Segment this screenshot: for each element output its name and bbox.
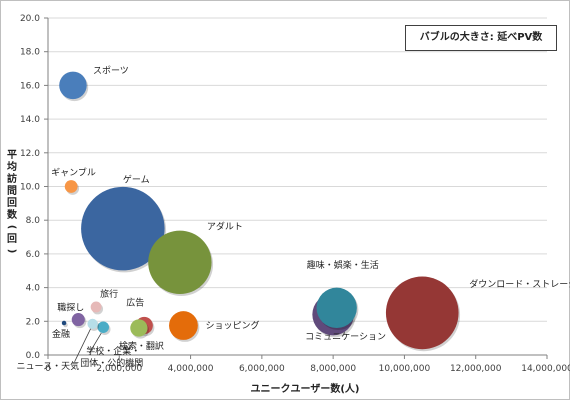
- bubbles: [59, 71, 461, 352]
- bubble: [64, 180, 80, 195]
- y-axis-title-char: 問: [7, 185, 17, 197]
- y-tick-label: 0.0: [26, 351, 41, 361]
- bubble-label: ゲーム: [123, 174, 150, 186]
- x-tick-label: 12,000,000: [450, 364, 502, 374]
- y-axis-title-char: 平: [7, 149, 17, 161]
- x-axis-title: ユニークユーザー数(人): [251, 382, 360, 395]
- bubble-circle: [59, 71, 87, 100]
- x-tick-label: 0: [45, 364, 51, 374]
- bubble: [87, 318, 100, 331]
- x-tick-label: 8,000,000: [310, 364, 356, 374]
- bubble-circle: [61, 320, 67, 326]
- y-tick-label: 6.0: [26, 250, 41, 260]
- y-axis-title-char: (: [6, 225, 17, 230]
- y-axis-title-char: 回: [7, 197, 17, 209]
- bubble: [59, 71, 89, 102]
- y-tick-label: 14.0: [20, 115, 40, 125]
- bubble-label: ショッピング: [205, 320, 259, 332]
- bubble-circle: [148, 230, 212, 295]
- bubble-circle: [316, 287, 357, 328]
- y-tick-label: 10.0: [20, 183, 40, 193]
- bubble-label: アダルト: [207, 220, 243, 232]
- bubble: [81, 186, 167, 273]
- axes: 0.0 2.0 4.0 6.0 8.0 10.0 12.0 14.0 16.0 18.0 20.0 0…: [20, 14, 570, 374]
- bubble-circle: [130, 319, 148, 337]
- bubble-circle: [87, 318, 98, 329]
- y-tick-label: 16.0: [20, 81, 40, 91]
- y-tick-label: 20.0: [20, 14, 40, 24]
- size-legend-note: バブルの大きさ: 延べPV数: [405, 25, 557, 51]
- y-tick-label: 2.0: [26, 317, 41, 327]
- bubble-label: 団体・公的機関: [80, 357, 143, 369]
- y-tick-label: 18.0: [20, 48, 40, 58]
- bubble-label: 趣味・娯楽・生活: [307, 259, 379, 271]
- leader-lines: [74, 328, 102, 363]
- bubble-label: 広告: [126, 297, 144, 309]
- bubble-label: スポーツ: [93, 65, 129, 76]
- x-tick-label: 14,000,000: [521, 364, 570, 374]
- y-tick-label: 4.0: [26, 284, 41, 294]
- bubble-label: 金融: [52, 328, 70, 340]
- bubble-label: ダウンロード・ストレージ: [469, 278, 570, 290]
- bubble-circle: [385, 276, 459, 350]
- leader-line: [74, 328, 91, 363]
- x-tick-label: 4,000,000: [168, 364, 214, 374]
- bubble: [169, 311, 200, 342]
- bubble-label: コミュニケーション: [305, 332, 386, 343]
- y-axis-title-char: 訪: [7, 172, 17, 185]
- bubble-label: 職探し: [57, 302, 84, 314]
- y-axis-title-char: 均: [7, 160, 17, 173]
- bubble-label: 検索・翻訳: [119, 340, 164, 352]
- y-tick-label: 8.0: [26, 216, 41, 226]
- bubble: [71, 313, 87, 329]
- bubble-label: ギャンブル: [51, 167, 96, 179]
- x-tick-label: 2,000,000: [96, 364, 142, 374]
- y-tick-label: 12.0: [20, 149, 40, 159]
- bubble: [316, 287, 359, 330]
- bubble-circle: [81, 186, 165, 271]
- bubble: [148, 230, 214, 297]
- x-tick-label: 10,000,000: [379, 364, 431, 374]
- bubble: [130, 319, 150, 339]
- x-tick-label: 6,000,000: [239, 364, 285, 374]
- bubble-circle: [71, 313, 85, 327]
- leader-line: [88, 332, 102, 354]
- bubble-label: 学校・企業・: [86, 345, 140, 357]
- bubble: [385, 276, 461, 352]
- bubble: [97, 321, 111, 335]
- bubble-label: 旅行: [100, 288, 118, 300]
- y-axis-title-char: ): [6, 249, 17, 254]
- bubble-circle: [64, 180, 78, 193]
- y-axis-title-char: 数: [7, 208, 18, 221]
- bubble: [61, 320, 68, 328]
- y-axis-title-char: 回: [7, 233, 17, 245]
- bubble-circle: [97, 321, 110, 333]
- gridlines: [48, 17, 547, 322]
- bubble: [90, 301, 104, 315]
- bubble-label: ニュース・天気: [17, 360, 80, 372]
- bubble-circle: [169, 311, 198, 340]
- bubble-circle: [90, 301, 102, 313]
